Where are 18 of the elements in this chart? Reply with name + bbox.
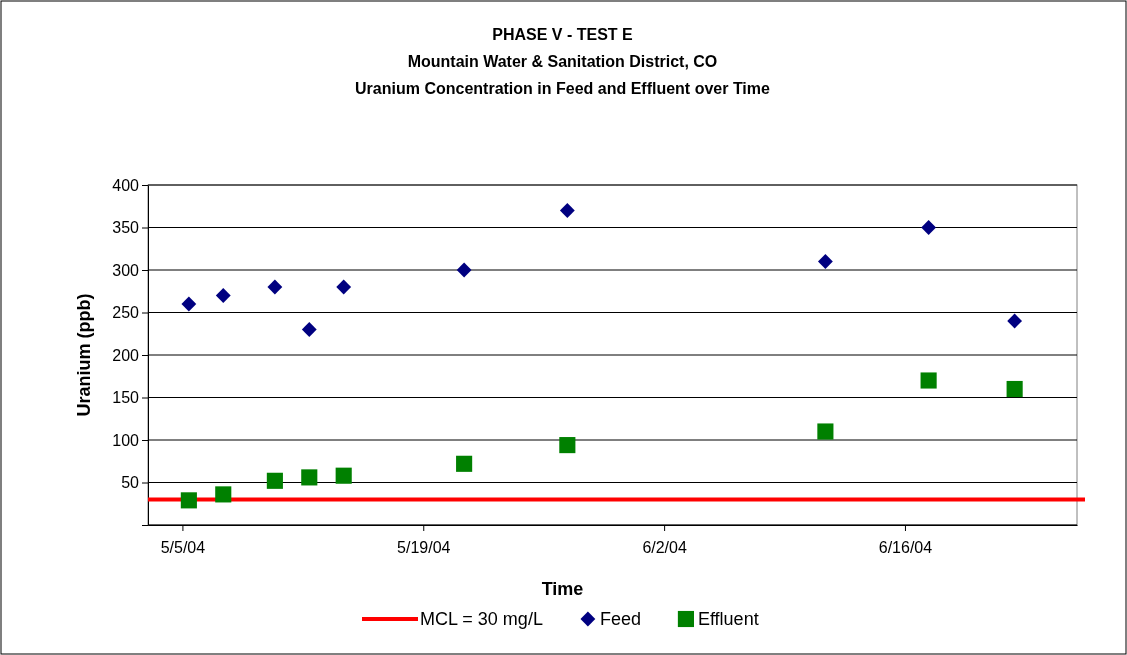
- x-tick-label: 5/5/04: [160, 539, 206, 557]
- x-tick-label: 6/2/04: [642, 539, 687, 557]
- chart-title: PHASE V - TEST E Mountain Water & Sanitation District, CO Uranium Concentration in Feed and Effluent over Time: [355, 26, 771, 97]
- y-tick-label: 350: [112, 219, 140, 237]
- y-axis-title: Uranium (ppb): [74, 293, 94, 417]
- x-tick-label: 6/16/04: [878, 539, 933, 557]
- y-tick-label: 150: [112, 389, 140, 407]
- legend-label: MCL = 30 mg/L: [420, 609, 543, 629]
- legend-label: Effluent: [697, 609, 759, 629]
- y-tick-label: 400: [112, 176, 140, 194]
- legend-label: Feed: [599, 609, 641, 629]
- x-tick-label: 5/19/04: [397, 539, 451, 557]
- y-tick-label: 200: [112, 346, 140, 364]
- x-axis-title: Time: [541, 579, 584, 599]
- y-tick-label: 50: [121, 474, 140, 492]
- y-tick-label: 100: [112, 431, 140, 449]
- y-tick-label: 300: [112, 261, 140, 279]
- y-tick-label: 250: [112, 304, 140, 322]
